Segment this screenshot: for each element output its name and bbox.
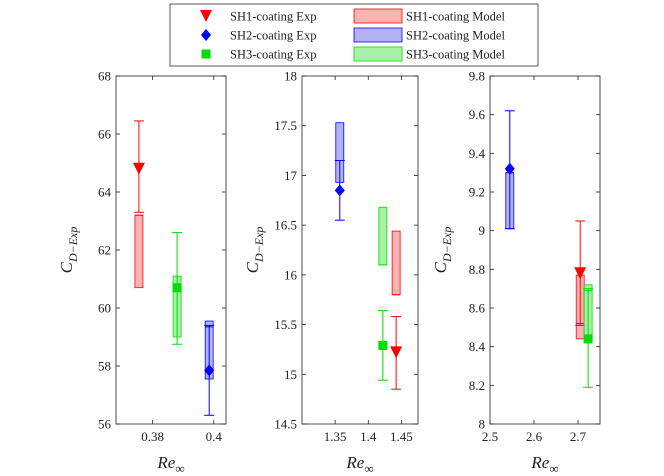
legend-model-box [353, 8, 403, 24]
chart-panel-3: 8 8.2 8.4 8.6 8.8 9 9.2 9.4 9.6 9.8 2.5 2.6 2.7 Re∞ CD… [431, 69, 601, 476]
y-tick-label: 68 [98, 69, 111, 84]
chart-panel-2: 14.5 15 15.5 16 16.5 17 17.5 18 1.35 1.4 1.45 Re∞ CD… [243, 69, 419, 476]
data-point-diamond [204, 364, 215, 377]
y-tick-label: 9.6 [469, 107, 486, 122]
y-axis-label-sub: D−Exp [66, 227, 80, 263]
x-axis-label-main: Re [156, 453, 175, 472]
x-tick-label: 1.4 [360, 429, 377, 444]
x-axis-label: Re∞ [156, 453, 184, 476]
data-point-diamond [504, 162, 515, 175]
legend-label: SH3-coating Exp [230, 48, 316, 62]
model-box [391, 230, 401, 296]
y-axis-label: CD−Exp [57, 227, 80, 274]
x-tick-label: 2.7 [570, 429, 587, 444]
y-tick-label: 17.5 [274, 118, 297, 133]
y-axis-label-sub: D−Exp [252, 227, 266, 263]
y-axis-label: CD−Exp [431, 227, 454, 274]
series-sh1-coating [132, 120, 145, 289]
y-axis-label-sub: D−Exp [440, 227, 454, 263]
legend-label: SH1-coating Exp [230, 10, 316, 24]
legend-marker-diamond [201, 29, 211, 41]
series-sh2-coating [334, 122, 345, 221]
chart-panel-1: 56 58 60 62 64 66 68 0.38 0.4 Re∞ CD−Exp [57, 69, 227, 476]
x-axis-label-main: Re [345, 453, 364, 472]
y-tick-label: 9 [479, 223, 486, 238]
y-tick-label: 15 [284, 367, 297, 382]
legend-entry: SH2-coating Exp [201, 29, 316, 43]
legend-entry: SH1-coating Exp [200, 10, 316, 24]
x-tick-label: 2.6 [526, 429, 543, 444]
series-sh3-coating [377, 206, 388, 381]
y-tick-label: 14.5 [274, 417, 297, 432]
series-sh3-coating [172, 232, 183, 345]
y-tick-label: 9.8 [469, 69, 485, 84]
model-box [378, 206, 388, 266]
x-axis-label-sub: ∞ [175, 461, 184, 476]
y-tick-label: 8.8 [469, 262, 485, 277]
series-sh2-coating [204, 320, 215, 416]
model-box [134, 214, 144, 289]
legend-marker-square [201, 49, 211, 59]
legend-entry: SH3-coating Model [353, 46, 505, 62]
data-point-square [378, 340, 388, 350]
data-point-square [172, 283, 182, 293]
y-axis-label-main: C [57, 261, 76, 273]
y-tick-label: 62 [98, 243, 111, 258]
x-axis-label-sub: ∞ [549, 461, 558, 476]
series-sh2-coating [504, 110, 515, 230]
y-tick-label: 56 [98, 417, 112, 432]
y-tick-label: 66 [98, 127, 112, 142]
legend-entry: SH1-coating Model [353, 8, 505, 24]
legend-label: SH3-coating Model [406, 48, 505, 62]
data-point-triangle-down [574, 267, 587, 280]
legend: SH1-coating Exp SH1-coating Model SH2-coat… [169, 3, 539, 67]
legend-entry: SH3-coating Exp [201, 48, 316, 62]
x-tick-label: 1.45 [390, 429, 413, 444]
y-axis-label-main: C [431, 261, 450, 273]
x-axis-label-sub: ∞ [364, 461, 373, 476]
x-axis-label: Re∞ [345, 453, 373, 476]
x-tick-label: 0.4 [206, 429, 223, 444]
data-point-triangle-down [390, 346, 403, 359]
y-tick-label: 16 [284, 267, 298, 282]
y-tick-label: 8 [479, 417, 486, 432]
y-tick-label: 16.5 [274, 218, 297, 233]
y-tick-label: 17 [284, 168, 298, 183]
x-axis-label: Re∞ [530, 453, 558, 476]
y-tick-label: 8.4 [469, 339, 486, 354]
y-tick-label: 9.4 [469, 146, 486, 161]
x-tick-label: 1.35 [324, 429, 347, 444]
y-tick-label: 15.5 [274, 317, 297, 332]
y-axis-label-main: C [243, 261, 262, 273]
axes-frame [489, 75, 601, 425]
data-point-square [583, 334, 593, 344]
y-tick-label: 8.6 [469, 301, 486, 316]
x-tick-label: 2.5 [482, 429, 498, 444]
y-tick-label: 64 [98, 185, 112, 200]
y-tick-label: 18 [284, 69, 297, 84]
data-point-triangle-down [132, 162, 145, 175]
y-tick-label: 8.2 [469, 378, 485, 393]
legend-entry: SH2-coating Model [353, 27, 505, 43]
series-sh3-coating [583, 284, 594, 388]
y-axis-label: CD−Exp [243, 227, 266, 274]
legend-marker-triangle-down [200, 10, 212, 22]
legend-label: SH1-coating Model [406, 10, 505, 24]
legend-model-box [353, 27, 403, 43]
axes-frame [301, 75, 419, 425]
series-sh1-coating [574, 220, 587, 340]
legend-model-box [353, 46, 403, 62]
legend-label: SH2-coating Exp [230, 29, 316, 43]
x-axis-label-main: Re [530, 453, 549, 472]
y-tick-label: 58 [98, 359, 111, 374]
series-sh1-coating [390, 230, 403, 390]
x-tick-label: 0.38 [141, 429, 164, 444]
legend-label: SH2-coating Model [406, 29, 505, 43]
y-tick-label: 9.2 [469, 185, 485, 200]
data-point-diamond [334, 184, 345, 197]
y-tick-label: 60 [98, 301, 111, 316]
